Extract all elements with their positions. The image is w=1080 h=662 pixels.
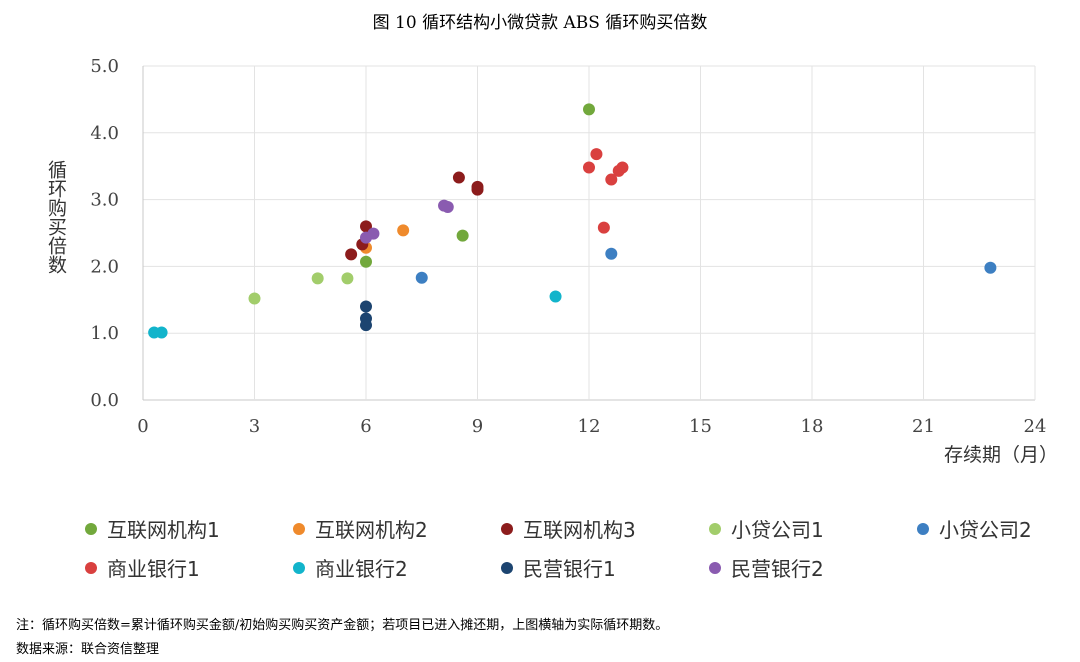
legend-marker [917, 522, 929, 535]
data-point [605, 173, 618, 186]
x-tick-label: 9 [472, 416, 483, 437]
data-source: 数据来源：联合资信整理 [16, 642, 160, 657]
data-point [155, 326, 168, 339]
legend-marker [709, 522, 721, 535]
y-tick-label: 4.0 [90, 123, 119, 144]
legend-marker [501, 561, 513, 574]
footnote: 注：循环购买倍数=累计循环购买金额/初始购买购买资产金额；若项目已进入摊还期，上… [16, 618, 669, 633]
legend-label: 互联网机构1 [107, 518, 220, 542]
data-point [605, 247, 618, 260]
data-point [549, 290, 562, 303]
legend-item: 商业银行1 [85, 553, 293, 582]
legend-item: 互联网机构3 [501, 514, 709, 543]
data-point [590, 148, 603, 161]
data-point [360, 300, 372, 313]
y-tick-label: 2.0 [90, 256, 119, 277]
data-point [345, 248, 358, 261]
x-tick-label: 18 [801, 416, 824, 437]
legend-marker [85, 522, 97, 535]
x-axis-label: 存续期（月） [943, 444, 1058, 466]
y-tick-label: 0.0 [90, 390, 119, 411]
data-point [583, 103, 595, 116]
data-point [415, 271, 428, 284]
data-point [471, 183, 484, 196]
data-point [341, 272, 354, 285]
legend-label: 商业银行2 [315, 557, 408, 581]
data-point [452, 171, 465, 184]
x-tick-label: 0 [137, 416, 148, 437]
data-point [360, 220, 372, 233]
legend-label: 小贷公司2 [939, 518, 1032, 542]
legend-label: 互联网机构3 [523, 518, 636, 542]
y-tick-label: 3.0 [90, 190, 119, 211]
x-tick-label: 24 [1024, 416, 1047, 437]
legend-label: 互联网机构2 [315, 518, 428, 542]
y-tick-label: 1.0 [90, 323, 119, 344]
legend-item: 小贷公司1 [709, 514, 917, 543]
data-point [984, 261, 997, 274]
data-point [248, 292, 261, 305]
data-point [360, 255, 372, 268]
data-point [441, 200, 454, 213]
legend-item: 互联网机构2 [293, 514, 501, 543]
y-axis-label: 循环购买倍数 [45, 160, 67, 274]
legend-marker [293, 522, 305, 535]
legend-item: 商业银行2 [293, 553, 501, 582]
x-tick-label: 6 [360, 416, 371, 437]
legend-marker [501, 522, 513, 535]
legend-label: 商业银行1 [107, 557, 200, 581]
data-point [583, 161, 595, 174]
x-tick-label: 12 [578, 416, 601, 437]
x-tick-label: 3 [249, 416, 260, 437]
data-point [397, 224, 410, 237]
legend-label: 小贷公司1 [731, 518, 824, 542]
chart-legend: 互联网机构1 互联网机构2 互联网机构3 小贷公司1 小贷公司2 商业银行1 商业银行2 民营… [85, 514, 1065, 582]
y-tick-label: 5.0 [90, 56, 119, 77]
legend-item: 互联网机构1 [85, 514, 293, 543]
data-point [360, 231, 372, 244]
chart-title: 图 10 循环结构小微贷款 ABS 循环购买倍数 [372, 13, 708, 33]
data-point [456, 229, 469, 242]
legend-label: 民营银行1 [523, 557, 616, 581]
x-tick-label: 15 [689, 416, 712, 437]
legend-item: 民营银行2 [709, 553, 917, 582]
data-point [612, 164, 625, 177]
x-tick-label: 21 [912, 416, 935, 437]
scatter-chart: 0.0 1.0 2.0 3.0 4.0 5.0 0 3 6 9 12 15 18 21 24 [90, 56, 1047, 437]
legend-marker [709, 561, 721, 574]
legend-item: 小贷公司2 [917, 514, 1077, 543]
data-point [311, 272, 324, 285]
data-point [360, 319, 372, 332]
legend-marker [85, 561, 97, 574]
legend-label: 民营银行2 [731, 557, 824, 581]
data-point [597, 221, 610, 234]
legend-item: 民营银行1 [501, 553, 709, 582]
legend-marker [293, 561, 305, 574]
